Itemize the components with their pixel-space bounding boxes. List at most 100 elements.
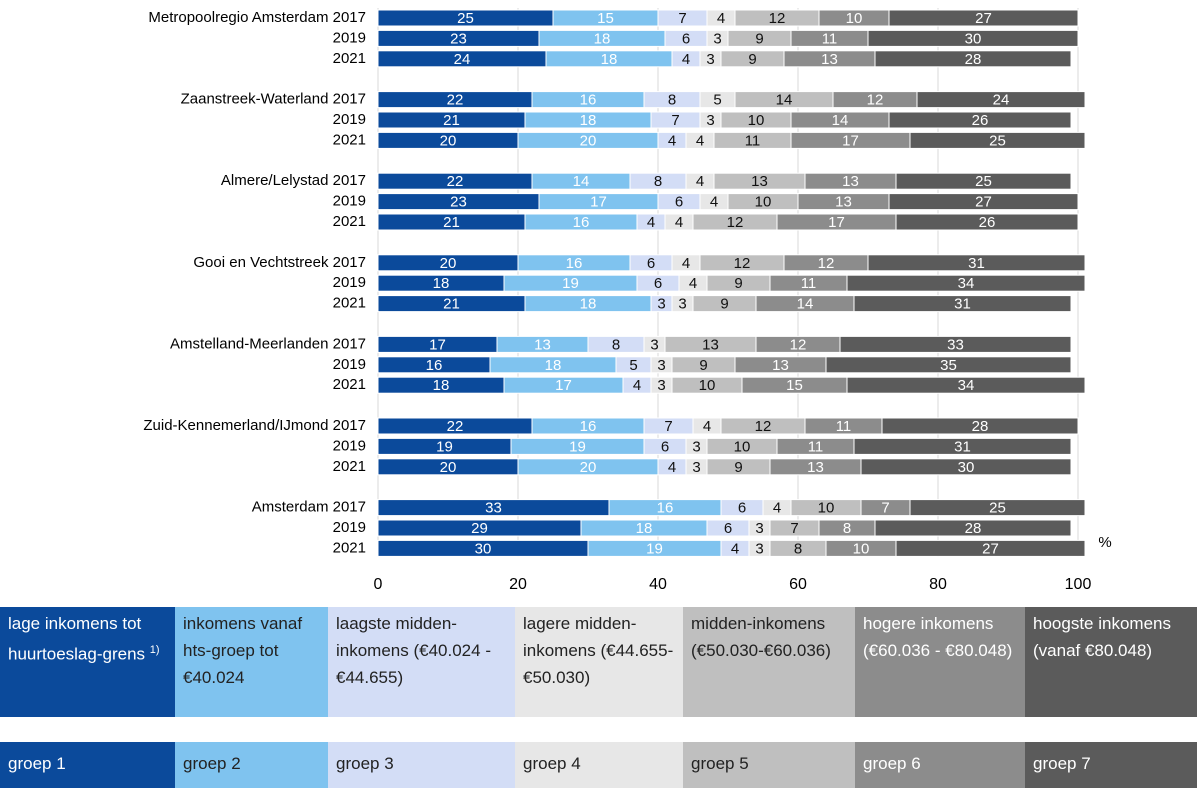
data-label: 4: [675, 214, 683, 231]
data-label: 13: [772, 357, 789, 374]
data-label: 8: [843, 520, 851, 537]
data-label: 7: [678, 10, 686, 27]
data-label: 6: [675, 194, 683, 211]
data-label: 19: [646, 540, 663, 557]
data-label: 6: [647, 255, 655, 272]
data-label: 12: [734, 255, 751, 272]
data-label: 12: [769, 10, 786, 27]
data-label: 3: [706, 112, 714, 129]
data-label: 19: [436, 438, 453, 455]
legend-description: hoogste inkomens (vanaf €80.048): [1025, 607, 1197, 717]
bar-segment: [860, 458, 1072, 476]
data-label: 11: [745, 132, 761, 149]
bar-segment: [867, 29, 1079, 47]
legend: groep 1 groep 2 groep 3 groep 4 groep 5 groep…: [0, 742, 1197, 788]
bar-segment: [846, 376, 1086, 394]
bar-segment: [846, 274, 1086, 292]
legend-entry: groep 4: [515, 742, 683, 788]
y-tick-label: 2019: [333, 356, 366, 373]
data-label: 7: [881, 500, 889, 517]
data-label: 34: [958, 377, 975, 394]
legend-description: laagste midden-inkomens (€40.024 - €44.6…: [328, 607, 515, 717]
data-label: 10: [734, 438, 751, 455]
y-tick-label: 2021: [333, 376, 366, 393]
y-tick-label: 2021: [333, 213, 366, 230]
data-label: 10: [748, 112, 765, 129]
x-tick-label: 100: [1065, 576, 1092, 593]
data-label: 20: [440, 255, 457, 272]
data-label: 20: [440, 132, 457, 149]
legend-description: inkomens vanaf hts-groep tot €40.024: [175, 607, 328, 717]
data-label: 25: [989, 132, 1006, 149]
data-label: 16: [566, 255, 583, 272]
data-label: 6: [661, 438, 669, 455]
y-tick-label: 2019: [333, 111, 366, 128]
data-label: 22: [447, 418, 464, 435]
y-tick-label: 2021: [333, 50, 366, 67]
x-tick-label: 20: [509, 576, 527, 593]
data-label: 5: [713, 92, 721, 109]
data-label: 4: [710, 194, 718, 211]
data-label: 17: [590, 194, 607, 211]
data-label: 3: [755, 520, 763, 537]
data-label: 30: [475, 540, 492, 557]
x-tick-label: 80: [929, 576, 947, 593]
data-label: 25: [975, 173, 992, 190]
data-label: 27: [982, 540, 999, 557]
data-label: 17: [842, 132, 859, 149]
bar-segment: [888, 111, 1072, 129]
data-label: 3: [650, 336, 658, 353]
data-label: 13: [534, 336, 551, 353]
data-label: 3: [706, 51, 714, 68]
data-label: 19: [569, 438, 586, 455]
data-label: 26: [972, 112, 989, 129]
data-label: 4: [696, 173, 704, 190]
bar-segment: [895, 172, 1072, 190]
data-label: 31: [954, 438, 971, 455]
data-label: 27: [975, 194, 992, 211]
bar-segment: [853, 437, 1072, 455]
data-label: 18: [594, 30, 611, 47]
legend-description: midden-inkomens (€50.030-€60.036): [683, 607, 855, 717]
data-label: 18: [580, 296, 597, 313]
data-label: 12: [867, 92, 884, 109]
chart: 0 20 40 60 80 100 Metropoolregio Amsterdam 201…: [143, 8, 1112, 593]
data-label: 11: [836, 418, 852, 435]
data-label: 17: [555, 377, 572, 394]
data-label: 31: [954, 296, 971, 313]
bar-segment: [909, 499, 1086, 517]
bar-segment: [888, 9, 1079, 27]
x-tick-label: 0: [374, 576, 383, 593]
data-label: 4: [731, 540, 739, 557]
data-label: 21: [443, 112, 460, 129]
data-label: 10: [818, 500, 835, 517]
data-label: 3: [678, 296, 686, 313]
data-label: 28: [965, 520, 982, 537]
data-label: 6: [724, 520, 732, 537]
legend-entry: groep 3: [328, 742, 515, 788]
data-label: 12: [818, 255, 835, 272]
y-tick-label: 2019: [333, 193, 366, 210]
data-label: 24: [993, 92, 1010, 109]
data-label: 3: [692, 459, 700, 476]
data-label: 20: [580, 459, 597, 476]
y-tick-label: Amstelland-Meerlanden 2017: [170, 335, 366, 352]
data-label: 21: [443, 296, 460, 313]
data-label: 11: [801, 275, 817, 292]
data-label: 30: [958, 459, 975, 476]
data-label: 14: [797, 296, 814, 313]
data-label: 9: [699, 357, 707, 374]
data-label: 29: [471, 520, 488, 537]
legend-description-text: lagere midden-inkomens (€44.655-€50.030): [523, 614, 674, 687]
data-label: 10: [755, 194, 772, 211]
legend-entry: groep 7: [1025, 742, 1197, 788]
data-label: 18: [636, 520, 653, 537]
legend-description-text: lage inkomens tot huurtoeslag-grens: [8, 614, 146, 664]
data-label: 13: [821, 51, 838, 68]
data-label: 22: [447, 173, 464, 190]
bar-segment: [895, 539, 1086, 557]
data-label: 10: [853, 540, 870, 557]
y-tick-label: Metropoolregio Amsterdam 2017: [148, 9, 366, 26]
data-label: 6: [654, 275, 662, 292]
y-tick-label: Zuid-Kennemerland/IJmond 2017: [143, 417, 366, 434]
